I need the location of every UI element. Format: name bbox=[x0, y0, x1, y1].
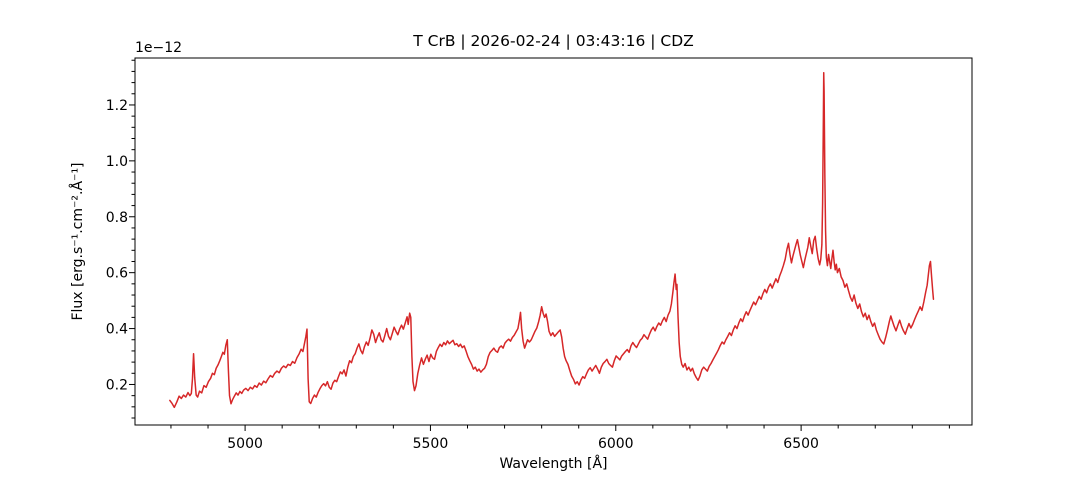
x-axis-label: Wavelength [Å] bbox=[499, 455, 607, 472]
axis-ticks bbox=[129, 59, 950, 431]
x-tick-label: 5500 bbox=[413, 436, 449, 452]
axis-tick-labels: 5000 5500 6000 6500 0.2 0.4 0.6 0.8 1.0 1.2 bbox=[106, 98, 819, 452]
y-tick-label: 0.8 bbox=[106, 210, 128, 226]
y-axis-offset-label: 1e−12 bbox=[135, 40, 182, 56]
plot-border bbox=[134, 57, 973, 426]
x-tick-label: 6000 bbox=[598, 436, 634, 452]
y-tick-label: 1.0 bbox=[106, 154, 128, 170]
y-tick-label: 1.2 bbox=[106, 98, 128, 114]
y-tick-label: 0.2 bbox=[106, 377, 128, 393]
chart-title: T CrB | 2026-02-24 | 03:43:16 | CDZ bbox=[412, 32, 694, 50]
y-tick-label: 0.4 bbox=[106, 322, 128, 338]
x-tick-label: 6500 bbox=[783, 436, 819, 452]
x-tick-label: 5000 bbox=[227, 436, 263, 452]
y-axis-label: Flux [erg.s⁻¹.cm⁻².Å⁻¹] bbox=[69, 162, 86, 320]
spectrum-line bbox=[169, 72, 935, 409]
y-tick-label: 0.6 bbox=[106, 266, 128, 282]
